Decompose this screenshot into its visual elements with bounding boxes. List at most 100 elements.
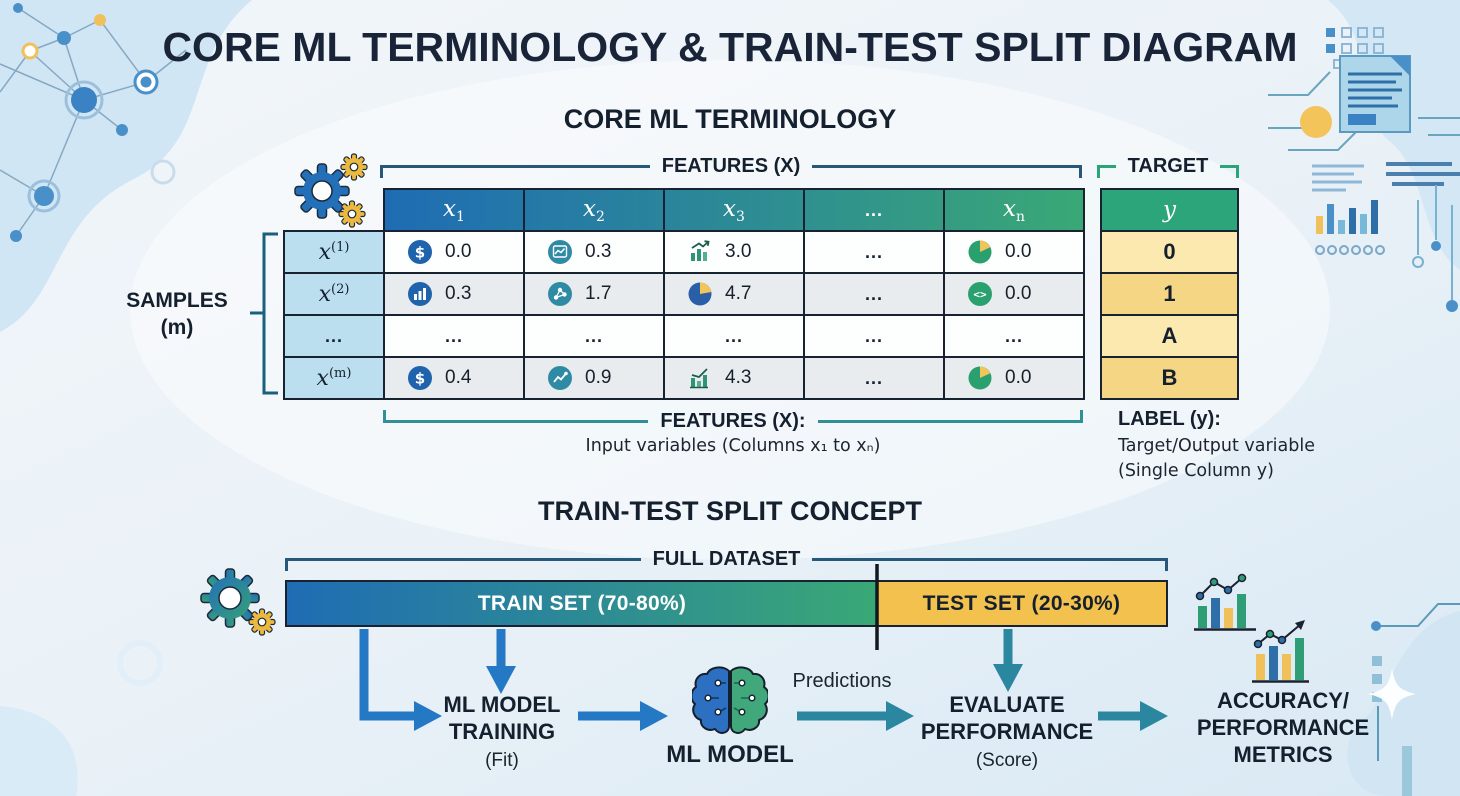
feature-cell: 0.0: [943, 230, 1085, 274]
features-caption-body: Input variables (Columns x₁ to xₙ): [585, 436, 881, 456]
sample-row-label: x(m): [283, 356, 385, 400]
pie-green-icon: [967, 365, 993, 391]
feature-cell: <> 0.0: [943, 272, 1085, 316]
svg-text:<>: <>: [973, 288, 987, 301]
feature-cell: ...: [663, 314, 805, 358]
feature-value: 0.0: [1005, 241, 1032, 262]
feature-value: 4.7: [725, 283, 752, 304]
bar-line-icon: [687, 365, 713, 391]
feature-value: 1.7: [585, 283, 612, 304]
feature-cell: ...: [803, 356, 945, 400]
bar-chart-icon: [407, 281, 433, 307]
test-set-label: TEST SET (20-30%): [922, 591, 1121, 615]
train-set-label: TRAIN SET (70-80%): [477, 591, 687, 615]
line-chart-icon: [547, 365, 573, 391]
split-bar: TRAIN SET (70-80%) TEST SET (20-30%): [285, 580, 1168, 627]
money-icon: $: [407, 365, 433, 391]
feature-cell: ...: [383, 314, 525, 358]
feature-value: 0.4: [445, 367, 472, 388]
pie-green-icon: [967, 239, 993, 265]
target-column-header: y: [1100, 188, 1239, 232]
scatter-icon: [547, 281, 573, 307]
sample-row: x(2) 0.3 1.7 4.7... <> 0.0: [283, 272, 1085, 316]
feature-cell: 4.3: [663, 356, 805, 400]
feature-column-header: xn: [943, 188, 1085, 232]
split-heading: TRAIN-TEST SPLIT CONCEPT: [538, 496, 922, 526]
target-value: A: [1100, 314, 1239, 358]
feature-cell: 4.7: [663, 272, 805, 316]
feature-value: 0.9: [585, 367, 612, 388]
table-corner-spacer: [284, 189, 384, 231]
metrics-label: ACCURACY/ PERFORMANCE METRICS: [1196, 688, 1370, 767]
svg-text:$: $: [415, 244, 425, 262]
ml-model-label: ML MODEL: [666, 741, 794, 768]
feature-cell: ...: [803, 272, 945, 316]
feature-cell: $0.4: [383, 356, 525, 400]
feature-value: 0.3: [445, 283, 472, 304]
feature-value: 0.3: [585, 241, 612, 262]
samples-bracket: [250, 232, 278, 395]
code-icon: <>: [967, 281, 993, 307]
feature-value: 0.0: [1005, 283, 1032, 304]
metrics-chart-icon: [1252, 620, 1309, 683]
label-caption-title: LABEL (y):: [1118, 408, 1221, 430]
features-header-row: x1 x2 x3... xn: [284, 188, 1085, 232]
features-table: x1 x2 x3... xn x(1) $0.0 0.3 3.0... 0.0 x(2) 0.3 1.…: [283, 188, 1085, 400]
predictions-label: Predictions: [792, 670, 892, 692]
full-dataset-bracket: FULL DATASET: [285, 547, 1169, 571]
feature-cell: ...: [943, 314, 1085, 358]
feature-cell: ...: [523, 314, 665, 358]
sample-row: x(1) $0.0 0.3 3.0... 0.0: [283, 230, 1085, 274]
gears-icon-split: [200, 568, 276, 636]
feature-value: 3.0: [725, 241, 752, 262]
test-set-segment: TEST SET (20-30%): [877, 582, 1166, 625]
area-chart-icon: [547, 239, 573, 265]
feature-cell: 0.3: [523, 230, 665, 274]
sample-row: ..................: [283, 314, 1085, 358]
gears-icon: [294, 153, 368, 228]
label-caption: LABEL (y): Target/Output variable (Singl…: [1118, 408, 1348, 481]
training-sub-label: (Fit): [485, 750, 519, 771]
features-caption-title: FEATURES (X):: [660, 409, 806, 432]
feature-value: 4.3: [725, 367, 752, 388]
money-icon: $: [407, 239, 433, 265]
feature-column-header: x2: [523, 188, 665, 232]
features-caption-bracket: FEATURES (X):: [383, 408, 1084, 434]
feature-cell: 3.0: [663, 230, 805, 274]
feature-cell: 0.3: [383, 272, 525, 316]
sample-row-label: x(1): [283, 230, 385, 274]
target-value: 1: [1100, 272, 1239, 316]
target-value: B: [1100, 356, 1239, 400]
sample-row-label: x(2): [283, 272, 385, 316]
feature-cell: 0.0: [943, 356, 1085, 400]
features-bracket: FEATURES (X): [380, 154, 1083, 178]
train-set-segment: TRAIN SET (70-80%): [287, 582, 877, 625]
pie-blue-icon: [687, 281, 713, 307]
feature-cell: ...: [803, 314, 945, 358]
feature-value: 0.0: [445, 241, 472, 262]
training-step-label: ML MODEL TRAINING (Fit): [407, 691, 597, 774]
feature-column-header: x3: [663, 188, 805, 232]
feature-value: 0.0: [1005, 367, 1032, 388]
target-bracket: TARGET: [1097, 154, 1240, 178]
test-chart-icon: [1194, 573, 1256, 631]
target-bracket-label: TARGET: [1127, 154, 1209, 177]
sample-row-label: ...: [283, 314, 385, 358]
features-bracket-label: FEATURES (X): [661, 154, 801, 177]
feature-cell: 1.7: [523, 272, 665, 316]
samples-label: SAMPLES (m): [126, 289, 228, 339]
page-title: CORE ML TERMINOLOGY & TRAIN-TEST SPLIT D…: [162, 24, 1298, 70]
evaluate-sub-label: (Score): [975, 750, 1039, 771]
blob-decoration-bottom-left: [0, 640, 163, 796]
feature-cell: ...: [803, 230, 945, 274]
sample-row: x(m) $0.4 0.9 4.3... 0.0: [283, 356, 1085, 400]
feature-column-header: ...: [803, 188, 945, 232]
bar-growth-icon: [687, 239, 713, 265]
feature-cell: 0.9: [523, 356, 665, 400]
feature-column-header: x1: [383, 188, 525, 232]
svg-text:$: $: [415, 370, 425, 388]
target-value: 0: [1100, 230, 1239, 274]
terminology-heading: CORE ML TERMINOLOGY: [563, 104, 897, 134]
